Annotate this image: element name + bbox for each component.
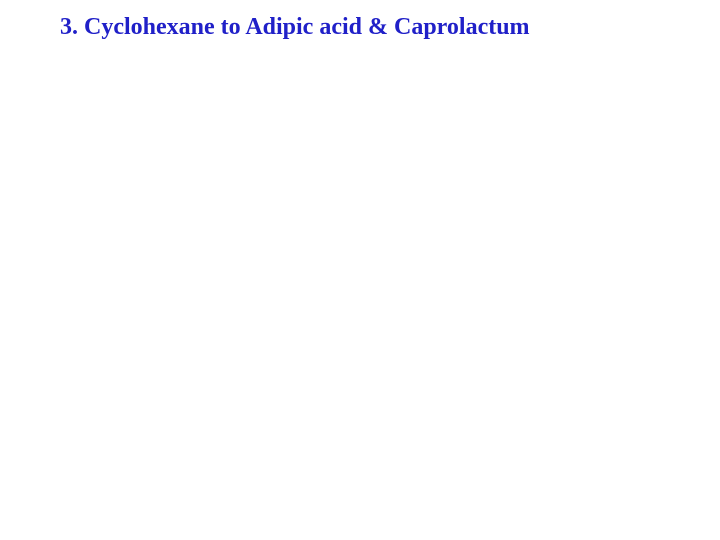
slide-heading: 3. Cyclohexane to Adipic acid & Caprolac… [60,14,530,41]
slide: 3. Cyclohexane to Adipic acid & Caprolac… [0,0,720,540]
